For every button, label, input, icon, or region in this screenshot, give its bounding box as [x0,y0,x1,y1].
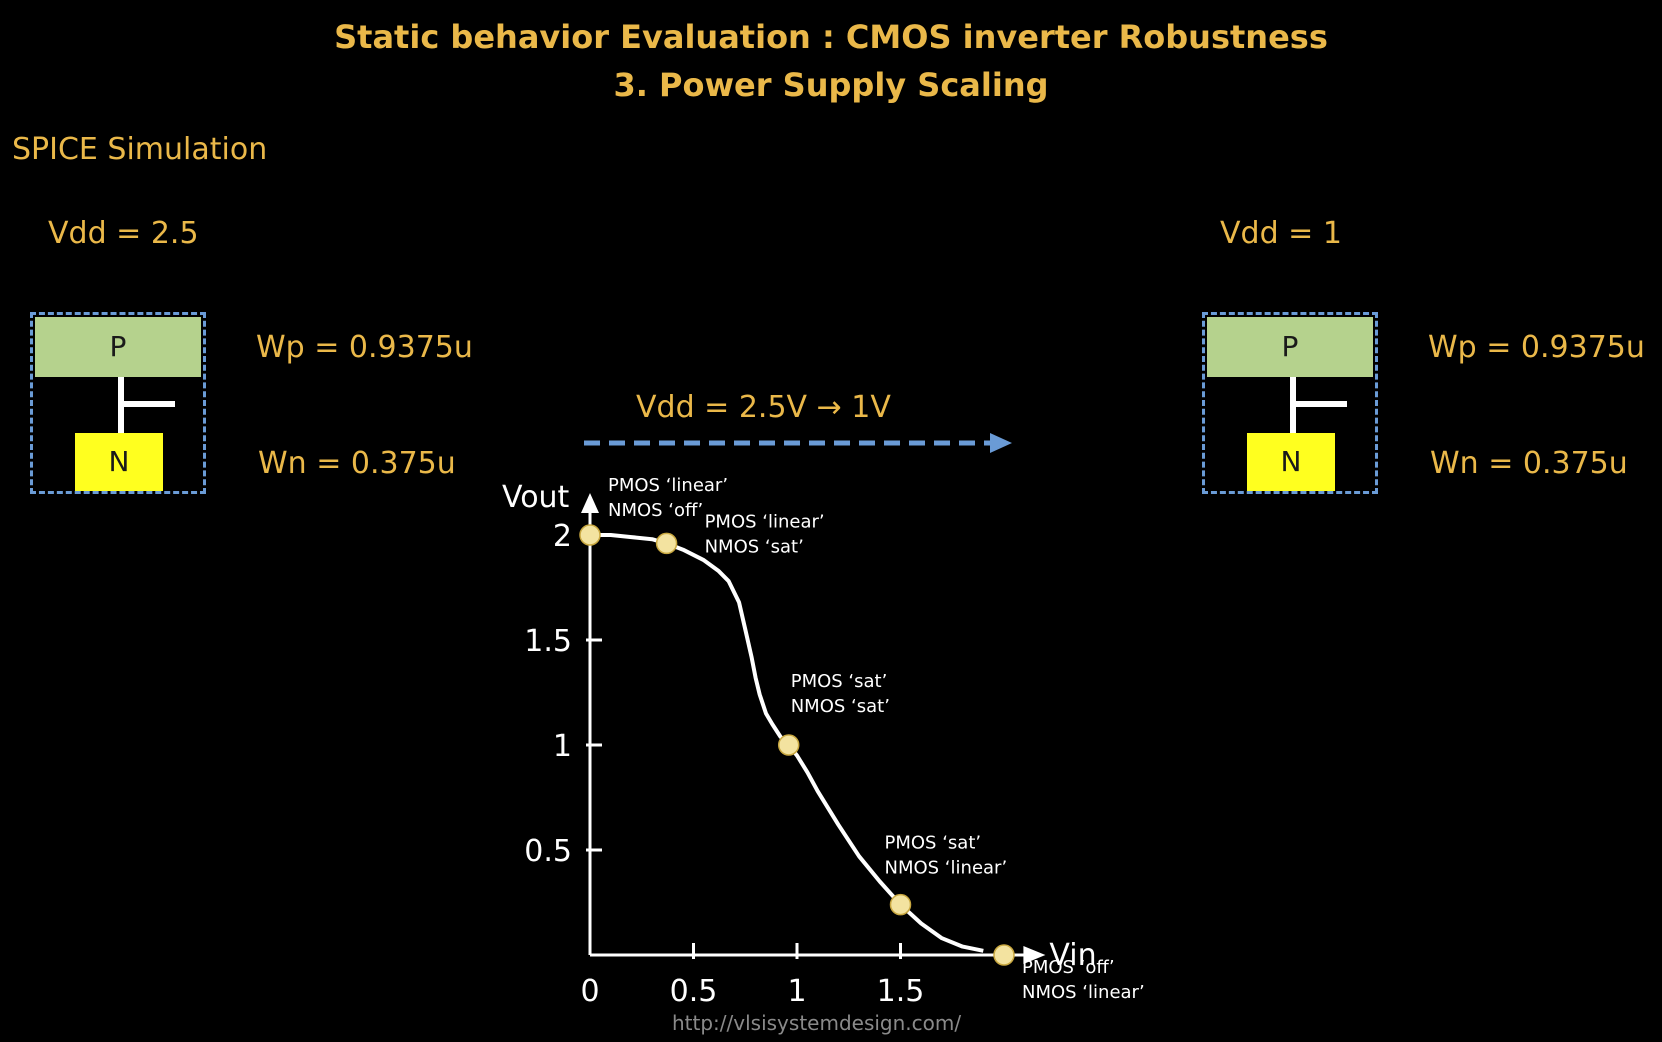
region-annotations: PMOS ‘linear’NMOS ‘off’PMOS ‘linear’NMOS… [608,475,1145,1003]
left-nmos-block: N [75,433,163,491]
x-axis-arrow-icon [1023,946,1046,964]
right-vdd-label: Vdd = 1 [1220,216,1342,251]
page-subtitle: 3. Power Supply Scaling [613,66,1049,104]
operating-point-marker [777,734,800,756]
right-inverter: P N [1202,312,1378,494]
chart-axes: Vin Vout [502,480,1097,973]
vtc-curve [590,533,984,953]
arrow-head-icon [990,433,1012,453]
region-label-pmos: PMOS ‘linear’ [705,511,825,532]
left-vdd-label: Vdd = 2.5 [48,216,199,251]
region-label-pmos: PMOS ‘off’ [1022,957,1115,978]
region-label-nmos: NMOS ‘linear’ [885,858,1008,879]
left-inverter: P N [30,312,206,494]
right-wn-label: Wn = 0.375u [1430,446,1628,481]
x-tick-label: 0.5 [670,974,718,1009]
y-tick-label: 2 [553,519,572,554]
region-label-nmos: NMOS ‘sat’ [791,696,890,717]
x-tick-label: 1.5 [877,974,925,1009]
region-label-nmos: NMOS ‘sat’ [705,536,804,557]
y-axis-arrow-icon [581,493,599,513]
right-pmos-block: P [1207,317,1373,377]
region-label-pmos: PMOS ‘sat’ [885,833,982,854]
x-tick-label: 0 [580,974,599,1009]
region-label-nmos: NMOS ‘linear’ [1022,982,1145,1003]
region-label-nmos: NMOS ‘off’ [608,500,703,521]
x-axis-label: Vin [1049,938,1096,973]
left-output-wire [121,401,175,407]
y-tick-label: 0.5 [524,834,572,869]
right-output-wire [1293,401,1347,407]
y-tick-label: 1.5 [524,624,572,659]
operating-point-marker [655,532,678,555]
region-label-pmos: PMOS ‘sat’ [791,671,888,692]
y-tick-label: 1 [553,729,572,764]
operating-points [579,524,1015,966]
chart-ticks: 0 0.5 1 1.5 0.5 1 1.5 2 [524,519,924,1009]
left-wn-label: Wn = 0.375u [258,446,456,481]
footer-url[interactable]: http://vlsisystemdesign.com/ [672,1011,962,1035]
operating-point-marker [579,524,601,546]
y-axis-label: Vout [502,480,570,515]
transition-arrow [584,433,1012,453]
page-title: Static behavior Evaluation : CMOS invert… [334,18,1328,56]
transition-label: Vdd = 2.5V → 1V [636,390,891,425]
left-pmos-block: P [35,317,201,377]
left-wp-label: Wp = 0.9375u [256,330,473,365]
region-label-pmos: PMOS ‘linear’ [608,475,728,496]
section-label: SPICE Simulation [12,132,268,167]
operating-point-marker [889,893,912,916]
right-nmos-block: N [1247,433,1335,491]
right-wp-label: Wp = 0.9375u [1428,330,1645,365]
x-tick-label: 1 [787,974,806,1009]
operating-point-marker [993,944,1015,966]
